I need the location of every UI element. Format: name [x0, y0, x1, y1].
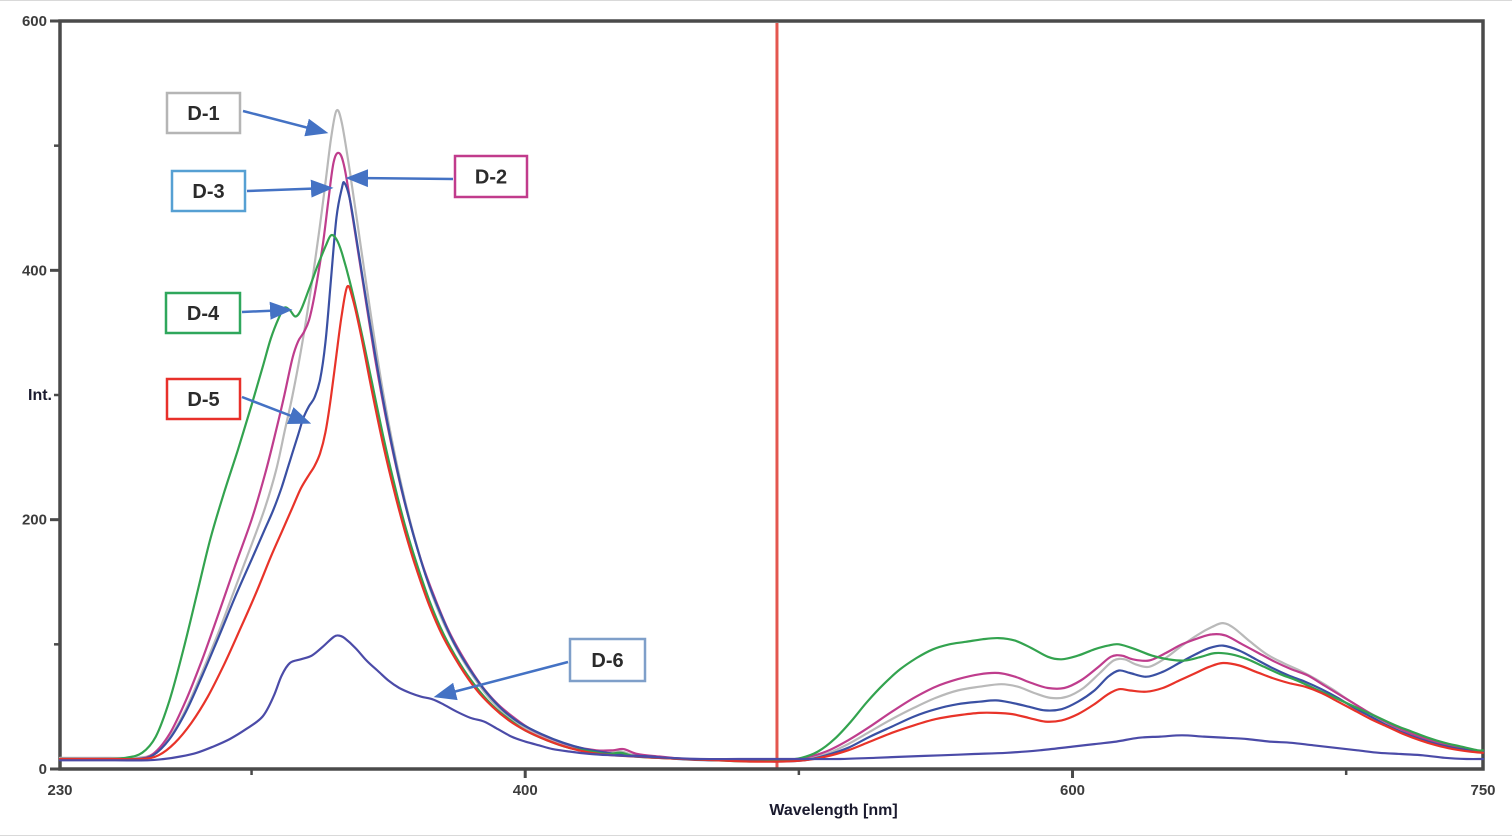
- y-tick-label: 0: [39, 761, 47, 778]
- annotation-box-d-4: [164, 291, 242, 335]
- annotation-label-d-3: D-3: [192, 181, 224, 203]
- annotation-arrow-d-4: [241, 301, 293, 320]
- curve-d-5: [58, 284, 1485, 763]
- annotation-box-d-3: [170, 169, 247, 213]
- annotation-arrow-d-3: [246, 179, 334, 198]
- x-end-label: 750: [1470, 782, 1495, 799]
- y-tick-label: 200: [22, 512, 47, 529]
- annotation-label-d-1: D-1: [187, 103, 219, 125]
- annotation-arrow-d-6: [433, 660, 569, 701]
- annotation-arrow-d-5: [241, 395, 312, 424]
- annotation-box-d-5: [165, 377, 242, 421]
- annotation-arrow-d-2: [345, 169, 454, 188]
- curve-d-4: [58, 233, 1485, 763]
- annotation-label-d-4: D-4: [187, 303, 220, 325]
- annotation-label-d-5: D-5: [187, 389, 219, 411]
- curve-d-3: [58, 181, 1485, 763]
- annotation-label-d-2: D-2: [475, 167, 507, 189]
- annotation-box-d-1: [165, 91, 242, 135]
- y-axis-title: Int.: [28, 387, 52, 404]
- x-tick-label: 400: [513, 782, 538, 799]
- annotation-arrow-d-1: [242, 109, 329, 137]
- x-end-label: 230: [47, 782, 72, 799]
- x-axis-title: Wavelength [nm]: [769, 802, 897, 819]
- x-tick-label: 600: [1060, 782, 1085, 799]
- annotation-box-d-6: [568, 637, 647, 683]
- curve-d-1: [58, 109, 1485, 762]
- y-tick-label: 600: [22, 13, 47, 30]
- y-tick-label: 400: [22, 262, 47, 279]
- annotation-label-d-6: D-6: [591, 650, 623, 672]
- annotation-box-d-2: [453, 154, 529, 199]
- curve-d-6: [58, 634, 1485, 762]
